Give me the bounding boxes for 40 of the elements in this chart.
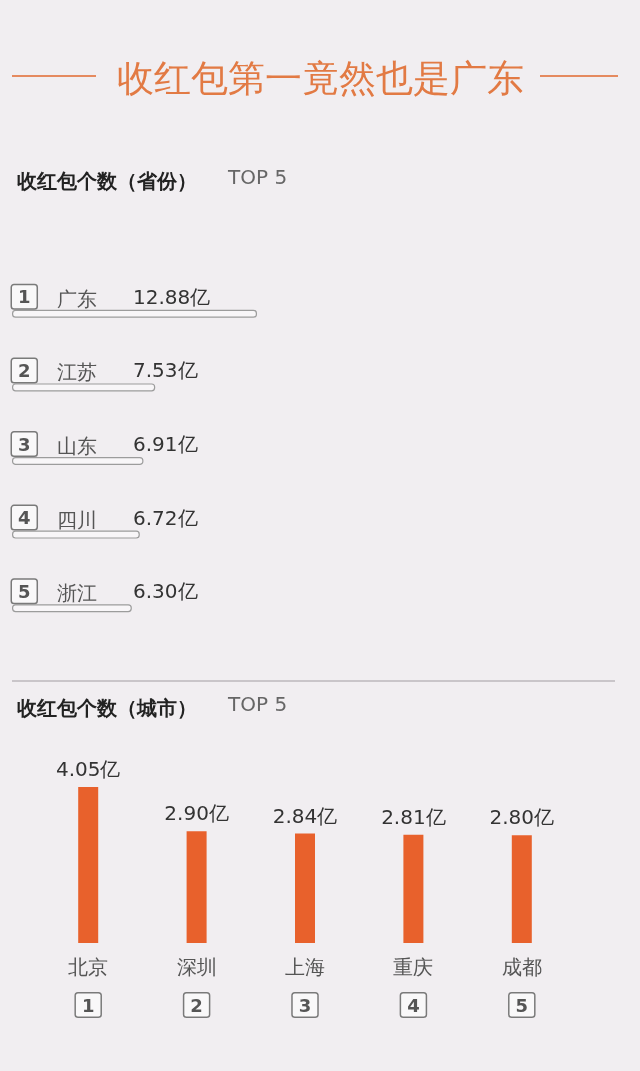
annotation: 3: [18, 433, 31, 455]
text: 3: [298, 994, 312, 1016]
chart-title: 收红包第一竟然也是广东: [116, 57, 524, 100]
annotation: 5: [18, 580, 31, 602]
x-tick-label: 重庆: [393, 955, 434, 979]
text: 1: [81, 994, 95, 1016]
data-label: 7.53亿: [133, 358, 198, 383]
data-label: 6.30亿: [133, 579, 198, 604]
text: 5: [515, 994, 529, 1016]
bar: [78, 787, 99, 943]
text: 2: [190, 994, 203, 1016]
x-tick-label: 深圳: [176, 955, 217, 979]
data-label: 2.81亿: [381, 804, 446, 829]
data-label: 4.05亿: [55, 757, 121, 781]
x-tick-label: 北京: [68, 955, 109, 979]
bar: [511, 835, 532, 943]
text: TOP 5: [227, 692, 288, 716]
y-tick-label: 山东: [57, 434, 97, 458]
annotation: 4: [18, 507, 31, 529]
x-tick-label: 成都: [501, 955, 542, 979]
chart-subtitle: 收红包个数（省份）: [17, 169, 197, 193]
annotation: 2: [18, 359, 31, 381]
text: 4: [407, 994, 420, 1016]
data-label: 2.84亿: [272, 803, 338, 828]
text: TOP 5: [227, 165, 288, 189]
chart-subtitle: 收红包个数（城市）: [17, 696, 197, 720]
data-label: 2.90亿: [164, 801, 229, 826]
data-label: 12.88亿: [133, 284, 211, 309]
y-tick-label: 广东: [57, 286, 97, 311]
y-tick-label: 浙江: [57, 581, 97, 606]
bar: [186, 831, 207, 943]
y-tick-label: 江苏: [57, 360, 97, 385]
x-tick-label: 上海: [285, 955, 325, 979]
data-label: 6.91亿: [133, 432, 198, 456]
data-label: 6.72亿: [133, 505, 198, 530]
y-tick-label: 四川: [57, 507, 97, 532]
annotation: 1: [18, 286, 31, 308]
data-label: 2.80亿: [489, 805, 555, 830]
bar: [403, 834, 424, 943]
bar: [295, 833, 315, 943]
